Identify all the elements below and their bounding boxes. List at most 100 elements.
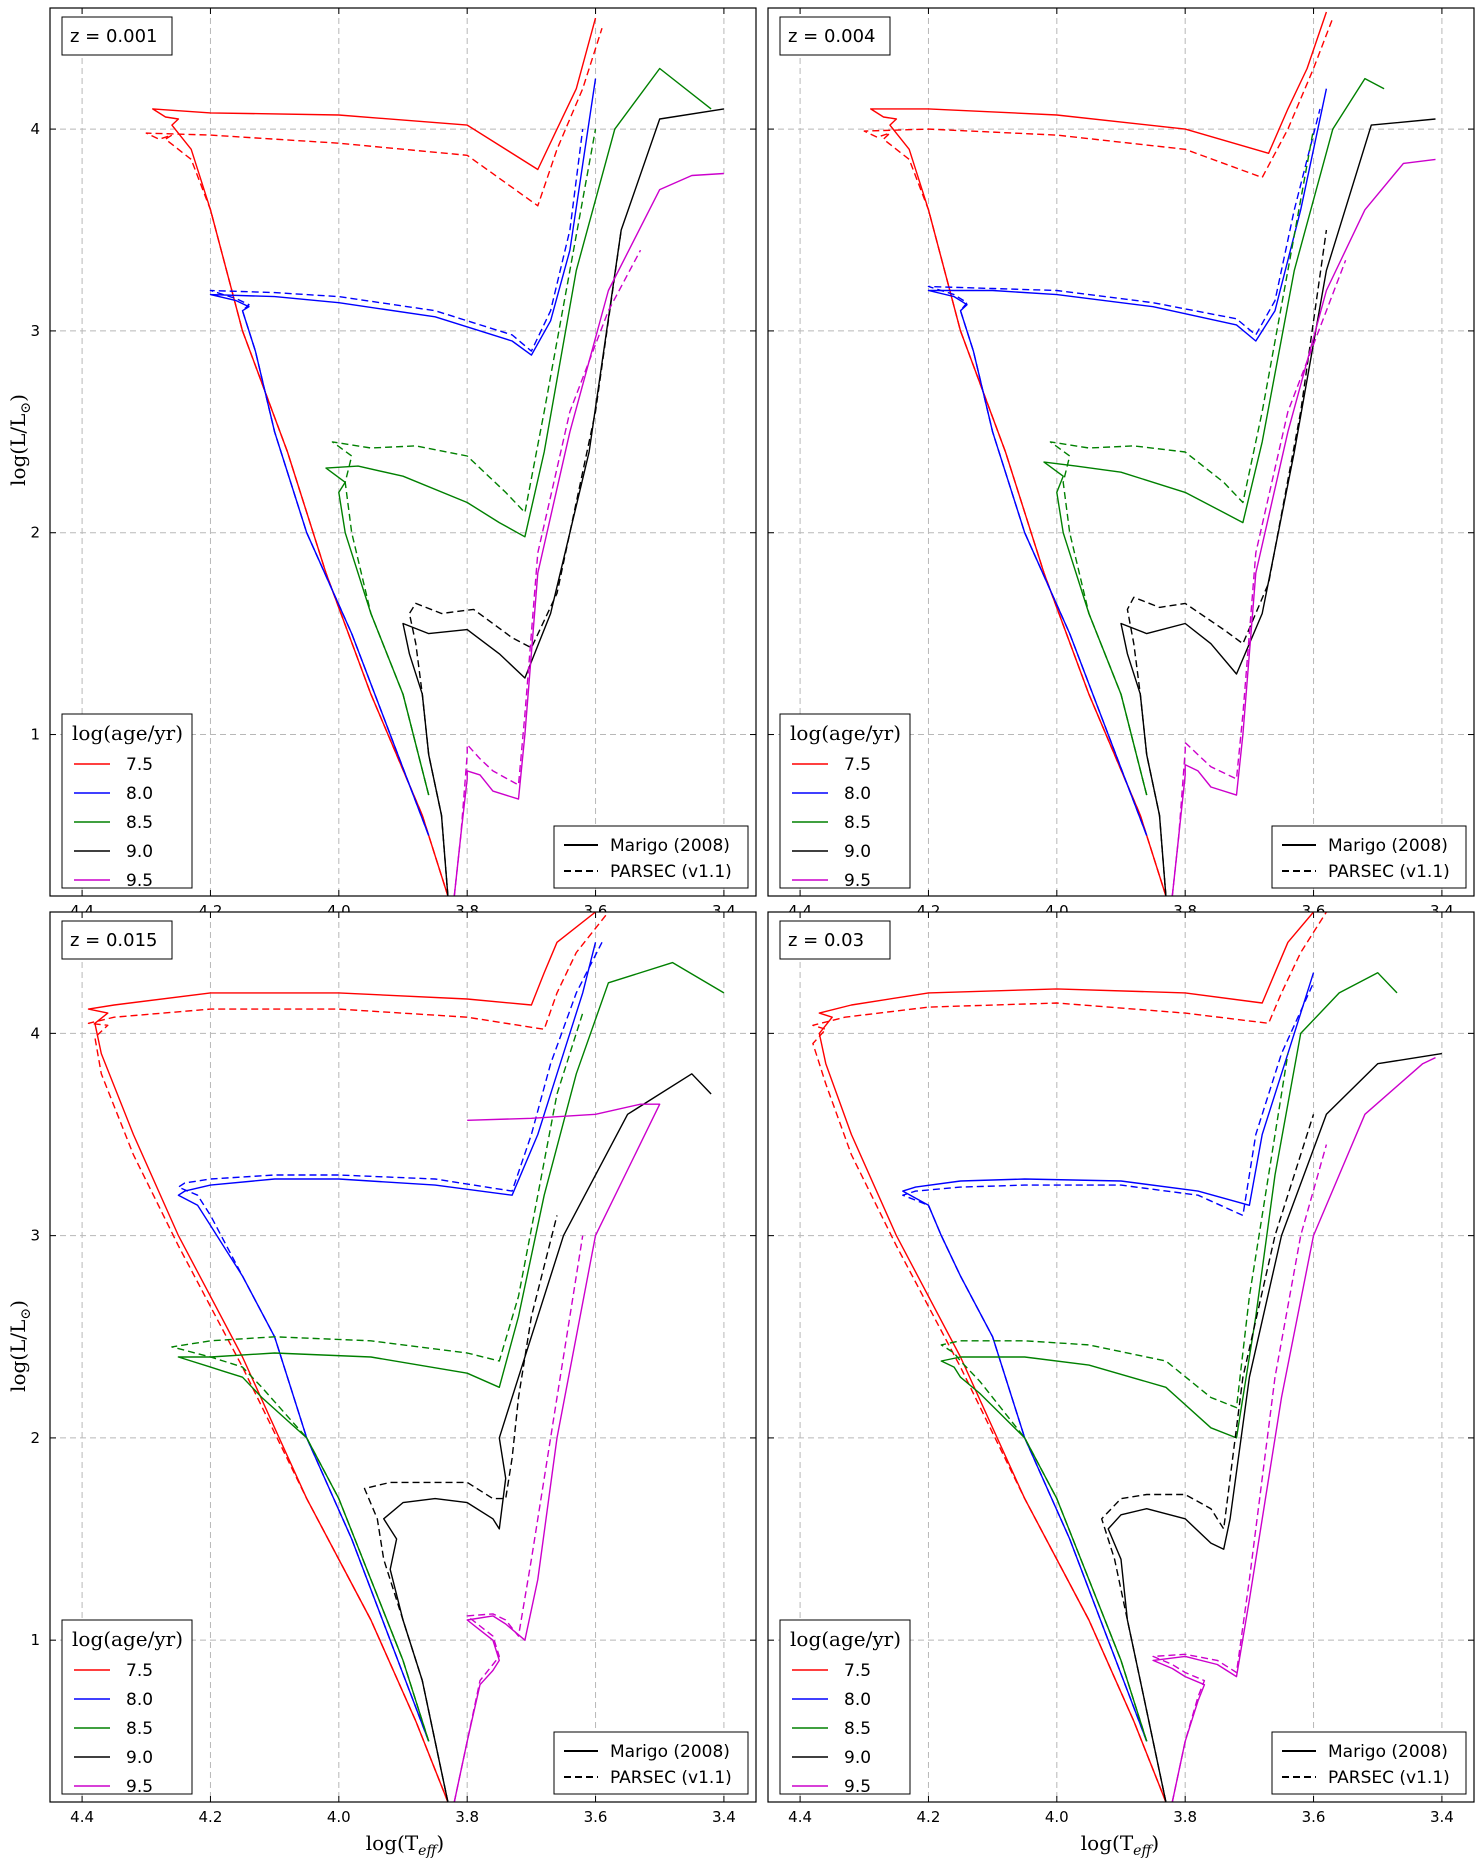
isochrone-9-5-marigo <box>453 172 724 896</box>
age-legend-entry: 7.5 <box>126 1661 153 1681</box>
panel-4: 4.4 4.2 4.0 3.8 3.6 3.4 z = 0.03 log(age/yr) 7.5… <box>767 911 1475 1826</box>
x-tick-label: 3.8 <box>455 1808 479 1826</box>
age-legend-entry: 7.5 <box>126 755 153 775</box>
model-legend-entry: Marigo (2008) <box>1328 1742 1448 1762</box>
age-legend-entry: 8.0 <box>126 1690 153 1710</box>
y-axis-label-top: log(L/L⊙) <box>6 394 34 486</box>
isochrone-8-5-parsec <box>1049 128 1315 796</box>
model-legend-box <box>553 1731 749 1795</box>
x-tick-label: 3.6 <box>1302 1808 1326 1826</box>
metallicity-label: z = 0.001 <box>70 26 158 47</box>
y-tick-label: 1 <box>30 1631 40 1649</box>
isochrone-7-5-parsec <box>87 912 609 1802</box>
isochrone-8-5-marigo <box>325 67 712 796</box>
isochrone-7-5-parsec <box>863 17 1334 896</box>
age-legend-entry: 9.0 <box>844 842 871 862</box>
age-legend-entry: 9.0 <box>126 842 153 862</box>
metallicity-label: z = 0.03 <box>788 930 864 951</box>
isochrone-8-0-parsec <box>902 982 1315 1742</box>
age-legend-entry: 9.5 <box>126 1777 153 1797</box>
age-legend-title: log(age/yr) <box>790 721 901 745</box>
age-legend-box <box>61 713 193 889</box>
model-legend-entry: PARSEC (v1.1) <box>610 1768 732 1788</box>
age-legend-title: log(age/yr) <box>790 1627 901 1651</box>
y-axis-label-bottom: log(L/L⊙) <box>6 1300 34 1392</box>
x-tick-label: 4.0 <box>1045 1808 1069 1826</box>
isochrone-8-5-parsec <box>940 1053 1289 1742</box>
isochrone-8-0-parsec <box>209 129 584 836</box>
isochrone-9-5-marigo <box>1152 1056 1436 1802</box>
isochrone-9-5-parsec <box>453 249 642 896</box>
age-legend-entry: 9.5 <box>126 871 153 891</box>
age-legend-entry: 7.5 <box>844 755 871 775</box>
isochrone-8-0-parsec <box>177 941 603 1742</box>
x-tick-label: 4.0 <box>327 1808 351 1826</box>
age-legend-entry: 9.0 <box>844 1748 871 1768</box>
x-tick-label: 3.4 <box>712 1808 736 1826</box>
model-legend-entry: Marigo (2008) <box>610 1742 730 1762</box>
metallicity-box <box>61 16 173 56</box>
isochrone-9-5-parsec <box>1152 1144 1328 1802</box>
panel-frame <box>767 911 1475 1803</box>
x-axis-label-left: log(Teff) <box>366 1831 444 1859</box>
age-legend-entry: 8.0 <box>844 784 871 804</box>
x-tick-label: 4.2 <box>917 1808 941 1826</box>
model-legend-box <box>553 825 749 889</box>
series-layer <box>812 912 1443 1802</box>
y-tick-label: 3 <box>30 1227 40 1245</box>
x-tick-label: 4.2 <box>199 1808 223 1826</box>
isochrone-9-5-parsec <box>1171 260 1347 896</box>
isochrone-9-5-marigo <box>453 1103 661 1802</box>
isochrone-7-5-parsec <box>812 912 1327 1802</box>
model-legend-entry: PARSEC (v1.1) <box>610 862 732 882</box>
series-layer <box>87 912 725 1802</box>
isochrone-8-0-parsec <box>927 108 1321 836</box>
age-legend-entry: 8.0 <box>126 784 153 804</box>
isochrone-8-5-parsec <box>331 128 597 796</box>
model-legend-box <box>1271 1731 1467 1795</box>
x-tick-label: 3.8 <box>1173 1808 1197 1826</box>
panel-3: 4.4 4.2 4.0 3.8 3.6 3.4 1 2 3 4 z = 0.015 log(age/y… <box>30 911 757 1826</box>
x-tick-label: 4.4 <box>70 1808 94 1826</box>
age-legend-box <box>779 1619 911 1795</box>
age-legend-entry: 8.5 <box>126 1719 153 1739</box>
panel-frame <box>49 7 757 897</box>
isochrone-8-5-parsec <box>171 1012 584 1742</box>
isochrone-9-0-parsec <box>1100 1114 1315 1802</box>
series-layer <box>863 11 1436 896</box>
model-legend-entry: Marigo (2008) <box>1328 836 1448 856</box>
age-legend-entry: 7.5 <box>844 1661 871 1681</box>
isochrone-8-5-marigo <box>1043 77 1385 796</box>
metallicity-box <box>779 920 891 960</box>
model-legend-entry: PARSEC (v1.1) <box>1328 1768 1450 1788</box>
age-legend-entry: 9.5 <box>844 871 871 891</box>
panel-frame <box>49 911 757 1803</box>
y-tick-label: 4 <box>30 120 40 138</box>
metallicity-box <box>779 16 891 56</box>
y-tick-label: 1 <box>30 726 40 744</box>
age-legend-box <box>61 1619 193 1795</box>
x-tick-label: 4.4 <box>788 1808 812 1826</box>
model-legend-box <box>1271 825 1467 889</box>
age-legend-title: log(age/yr) <box>72 1627 183 1651</box>
isochrone-9-5-parsec <box>453 1235 584 1802</box>
y-tick-label: 2 <box>30 1429 40 1447</box>
age-legend-entry: 8.0 <box>844 1690 871 1710</box>
age-legend-entry: 9.0 <box>126 1748 153 1768</box>
y-axis-labels: log(L/L⊙) log(L/L⊙) <box>6 394 34 1392</box>
age-legend-entry: 8.5 <box>844 813 871 833</box>
age-legend-entry: 8.5 <box>126 813 153 833</box>
x-tick-label: 3.4 <box>1430 1808 1454 1826</box>
metallicity-box <box>61 920 173 960</box>
age-legend-box <box>779 713 911 889</box>
age-legend-entry: 9.5 <box>844 1777 871 1797</box>
x-tick-label: 3.6 <box>584 1808 608 1826</box>
age-legend-title: log(age/yr) <box>72 721 183 745</box>
isochrone-9-0-parsec <box>408 229 622 896</box>
metallicity-label: z = 0.004 <box>788 26 876 47</box>
y-tick-label: 2 <box>30 524 40 542</box>
metallicity-label: z = 0.015 <box>70 930 158 951</box>
age-legend-entry: 8.5 <box>844 1719 871 1739</box>
